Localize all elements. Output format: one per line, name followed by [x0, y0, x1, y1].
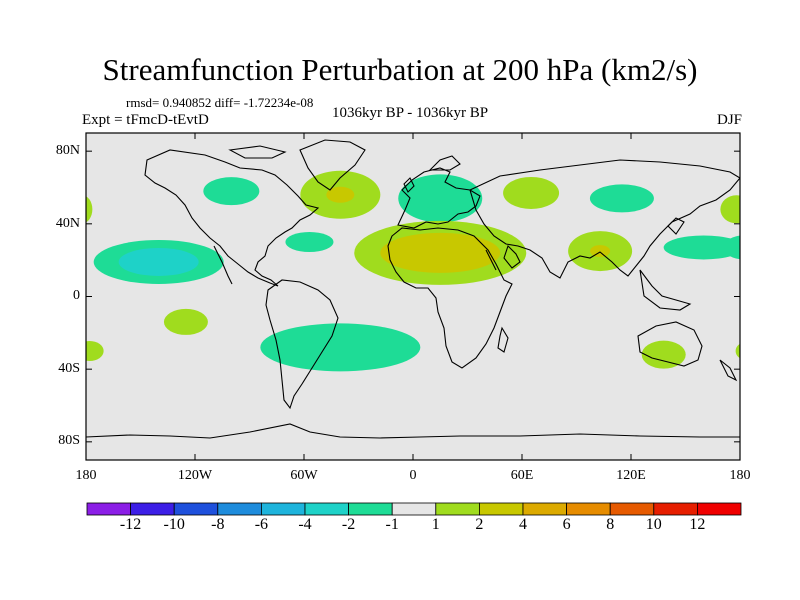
colorbar-swatch	[348, 502, 393, 516]
coastlines	[86, 139, 740, 439]
colorbar-swatch	[609, 502, 655, 516]
colorbar-label: -6	[254, 516, 269, 533]
season-label: DJF	[716, 112, 742, 128]
colorbar-label: 2	[475, 516, 484, 533]
colorbar-label: 1	[431, 516, 440, 533]
colorbar	[86, 502, 742, 516]
colorbar-swatch	[304, 502, 349, 516]
anomaly-wrap-north-pacific-west	[86, 196, 93, 223]
period-label: 1036kyr BP - 1036kyr BP	[331, 105, 489, 121]
lon-label-0: 0	[409, 468, 417, 483]
lon-label-180e: 180	[729, 468, 751, 483]
anomaly-north-atlantic	[326, 186, 355, 203]
colorbar-swatch	[86, 502, 131, 516]
colorbar-label: -2	[341, 516, 356, 533]
anomaly-central-asia	[589, 184, 654, 213]
colorbar-label: -4	[298, 516, 312, 533]
colorbar-label: 6	[562, 516, 571, 533]
colorbar-swatch	[653, 502, 698, 516]
lat-label-80n: 80N	[55, 143, 80, 158]
colorbar-label: 12	[689, 516, 706, 533]
colorbar-swatch	[217, 502, 262, 516]
lat-label-0: 0	[73, 288, 80, 303]
anomaly-south-pacific-west	[86, 341, 104, 361]
lat-label-40s: 40S	[58, 361, 80, 376]
colorbar-swatch	[130, 502, 175, 516]
experiment-label: Expt = tFmcD-tEvtD	[82, 112, 209, 128]
colorbar-swatch	[566, 502, 611, 516]
anomaly-west-pacific	[663, 235, 740, 260]
anomaly-south-asia	[590, 245, 611, 258]
anomaly-east-atlantic-subtropical	[285, 232, 334, 252]
colorbar-label: 10	[645, 516, 662, 533]
lon-label-120w: 120W	[177, 468, 213, 483]
anomaly-wrap-south-pacific-west	[735, 343, 740, 359]
lon-label-120e: 120E	[616, 468, 646, 483]
colorbar-swatch	[697, 502, 742, 516]
lon-label-180w: 180	[75, 468, 97, 483]
colorbar-swatch	[478, 502, 524, 516]
lat-label-40n: 40N	[55, 216, 80, 231]
colorbar-swatch	[522, 502, 567, 516]
colorbar-label: -12	[119, 516, 142, 533]
anomaly-alaska-canada	[203, 177, 260, 206]
colorbar-label: -1	[385, 516, 399, 533]
anomaly-south-atlantic	[260, 323, 421, 372]
lon-label-60w: 60W	[290, 468, 318, 483]
colorbar-swatch	[260, 502, 306, 516]
colorbar-label: -10	[163, 516, 185, 533]
anomaly-north-pacific-east	[118, 247, 199, 276]
colorbar-swatch	[173, 502, 219, 516]
lon-label-60e: 60E	[510, 468, 534, 483]
colorbar-label: 8	[606, 516, 615, 533]
colorbar-swatch	[391, 502, 437, 516]
anomaly-sahara-arabia	[380, 232, 501, 273]
anomaly-wrap-west-pacific	[723, 235, 740, 260]
anomaly-europe	[420, 186, 461, 211]
anomaly-australia	[641, 340, 686, 369]
colorbar-label: -8	[211, 516, 225, 533]
lat-label-80s: 80S	[58, 433, 80, 448]
anomaly-north-pacific-west	[720, 195, 740, 224]
anomaly-west-russia	[503, 176, 560, 209]
plot-title: Streamfunction Perturbation at 200 hPa (…	[102, 52, 698, 87]
colorbar-swatch	[435, 502, 480, 516]
colorbar-label: 4	[519, 516, 527, 533]
stats-line: rmsd= 0.940852 diff= -1.72234e-08	[126, 95, 314, 110]
anomaly-east-pacific-south	[163, 308, 208, 335]
